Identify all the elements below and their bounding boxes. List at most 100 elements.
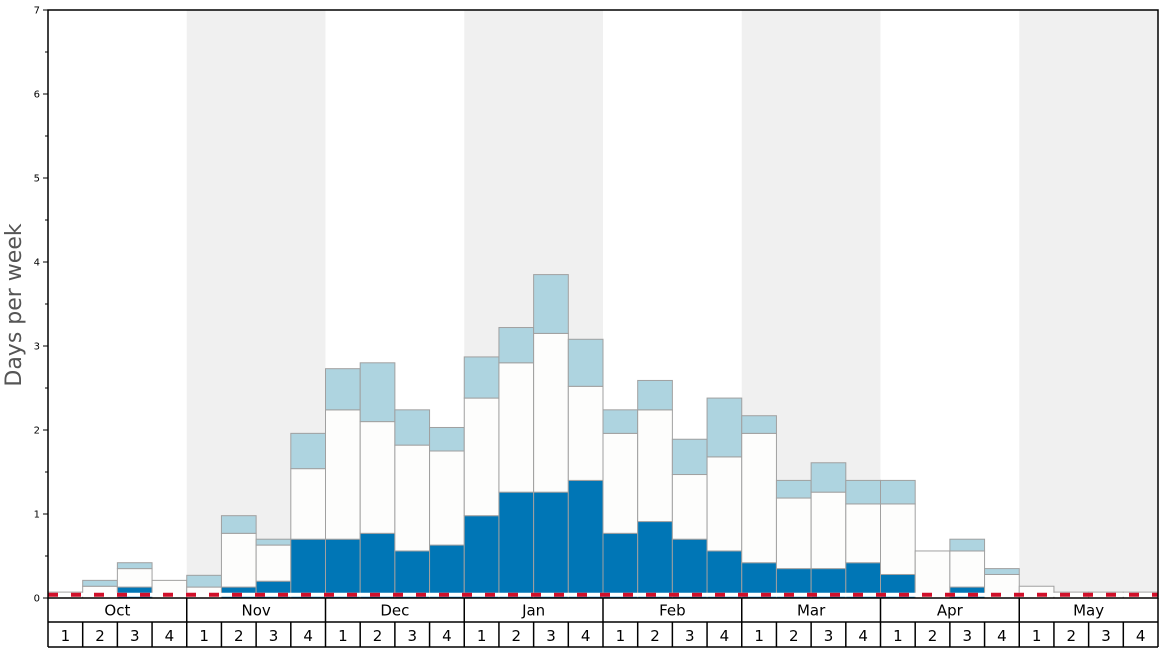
bar-mid-20 bbox=[706, 456, 743, 552]
y-axis: 0 1 2 3 4 5 6 7 bbox=[34, 6, 48, 605]
bar-dark-9 bbox=[325, 538, 361, 599]
week-label-nov-1: 1 bbox=[199, 627, 209, 645]
week-label-mar-4: 4 bbox=[858, 627, 868, 645]
bar-mid-12 bbox=[429, 450, 465, 546]
bar-light-14 bbox=[498, 327, 535, 364]
bar-mid-25 bbox=[880, 503, 916, 575]
week-label-mar-1: 1 bbox=[754, 627, 764, 645]
month-label-apr: Apr bbox=[937, 602, 964, 620]
week-label-oct-1: 1 bbox=[61, 627, 71, 645]
week-label-nov-3: 3 bbox=[269, 627, 279, 645]
month-label-feb: Feb bbox=[659, 602, 686, 620]
bar-dark-11 bbox=[394, 550, 431, 599]
y-tick-label-7: 7 bbox=[34, 6, 40, 17]
bar-light-22 bbox=[775, 479, 812, 499]
x-axis: Oct 1 2 3 4 Nov 1 2 3 4 Dec 1 2 3 4 Jan 1 2 3 4 Feb 1 2 3 4 Mar 1 2… bbox=[47, 598, 1159, 648]
week-label-dec-3: 3 bbox=[407, 627, 417, 645]
bar-light-27 bbox=[949, 538, 986, 552]
bar-light-15 bbox=[533, 274, 569, 334]
bar-mid-23 bbox=[810, 491, 847, 570]
week-label-mar-3: 3 bbox=[824, 627, 834, 645]
week-label-may-1: 1 bbox=[1032, 627, 1042, 645]
bars-group bbox=[47, 274, 1159, 599]
bar-mid-22 bbox=[775, 497, 812, 570]
week-label-oct-2: 2 bbox=[95, 627, 105, 645]
bar-mid-3 bbox=[116, 568, 153, 588]
bar-mid-16 bbox=[567, 385, 604, 481]
week-label-feb-3: 3 bbox=[685, 627, 695, 645]
bar-light-12 bbox=[429, 426, 465, 452]
week-label-may-3: 3 bbox=[1101, 627, 1111, 645]
y-tick-label-3: 3 bbox=[34, 342, 40, 353]
week-label-mar-2: 2 bbox=[789, 627, 799, 645]
bar-dark-12 bbox=[429, 544, 465, 599]
bar-dark-18 bbox=[637, 521, 673, 599]
y-tick-label-1: 1 bbox=[34, 510, 40, 521]
week-label-jan-3: 3 bbox=[546, 627, 556, 645]
bar-mid-15 bbox=[533, 332, 569, 493]
week-label-dec-1: 1 bbox=[338, 627, 348, 645]
week-label-may-2: 2 bbox=[1067, 627, 1077, 645]
bar-dark-8 bbox=[290, 538, 326, 599]
bar-light-19 bbox=[671, 438, 708, 476]
month-label-dec: Dec bbox=[380, 602, 409, 620]
month-label-may: May bbox=[1073, 602, 1104, 620]
y-axis-label: Days per week bbox=[2, 223, 27, 386]
bar-mid-17 bbox=[602, 432, 639, 534]
bar-dark-16 bbox=[567, 479, 604, 599]
bar-light-18 bbox=[637, 379, 673, 411]
week-label-apr-1: 1 bbox=[893, 627, 903, 645]
bar-dark-20 bbox=[706, 550, 743, 599]
week-label-apr-4: 4 bbox=[997, 627, 1007, 645]
bar-light-8 bbox=[290, 432, 326, 470]
bar-mid-21 bbox=[741, 432, 777, 564]
bar-light-5 bbox=[186, 574, 222, 588]
bar-light-11 bbox=[394, 409, 431, 446]
week-label-feb-1: 1 bbox=[616, 627, 626, 645]
week-label-feb-2: 2 bbox=[650, 627, 660, 645]
week-label-may-4: 4 bbox=[1136, 627, 1146, 645]
bar-dark-13 bbox=[463, 515, 500, 599]
month-label-oct: Oct bbox=[104, 602, 130, 620]
bar-dark-10 bbox=[359, 532, 396, 599]
bar-dark-14 bbox=[498, 491, 535, 599]
bar-dark-15 bbox=[533, 491, 569, 599]
bar-light-25 bbox=[880, 479, 916, 505]
month-label-nov: Nov bbox=[241, 602, 270, 620]
y-tick-label-6: 6 bbox=[34, 90, 40, 101]
month-band-may bbox=[1019, 10, 1158, 598]
y-tick-label-0: 0 bbox=[34, 594, 40, 605]
y-tick-label-2: 2 bbox=[34, 426, 40, 437]
bar-light-2 bbox=[82, 579, 118, 587]
bar-light-23 bbox=[810, 462, 847, 493]
y-tick-label-4: 4 bbox=[34, 258, 40, 269]
week-label-apr-2: 2 bbox=[928, 627, 938, 645]
bar-dark-17 bbox=[602, 532, 639, 599]
bar-mid-9 bbox=[325, 409, 361, 540]
week-label-dec-4: 4 bbox=[442, 627, 452, 645]
week-label-apr-3: 3 bbox=[962, 627, 972, 645]
week-label-feb-4: 4 bbox=[720, 627, 730, 645]
bar-light-6 bbox=[220, 515, 257, 534]
bar-mid-27 bbox=[949, 550, 986, 588]
week-label-jan-1: 1 bbox=[477, 627, 487, 645]
month-label-mar: Mar bbox=[797, 602, 826, 620]
bar-light-24 bbox=[845, 479, 881, 505]
bar-dark-19 bbox=[671, 538, 708, 599]
week-label-oct-3: 3 bbox=[130, 627, 140, 645]
month-label-jan: Jan bbox=[521, 602, 545, 620]
bar-light-28 bbox=[984, 568, 1020, 575]
week-label-nov-4: 4 bbox=[303, 627, 313, 645]
bar-dark-24 bbox=[845, 562, 881, 599]
bar-mid-6 bbox=[220, 532, 257, 588]
bar-mid-8 bbox=[290, 468, 326, 540]
week-label-oct-4: 4 bbox=[165, 627, 175, 645]
bar-light-13 bbox=[463, 356, 500, 399]
week-label-dec-2: 2 bbox=[373, 627, 383, 645]
bar-light-16 bbox=[567, 338, 604, 387]
bar-mid-7 bbox=[255, 544, 292, 582]
bar-light-21 bbox=[741, 415, 777, 434]
bar-dark-21 bbox=[741, 562, 777, 599]
